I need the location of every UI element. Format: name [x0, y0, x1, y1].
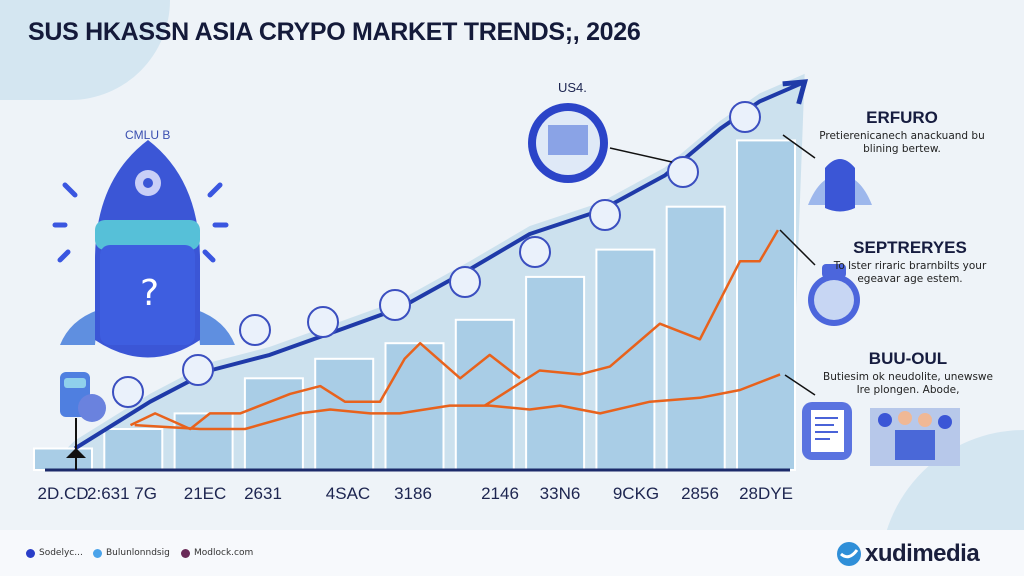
x-tick-label: 4SAC: [325, 484, 371, 503]
medallion-icon: [729, 101, 761, 133]
document-icon: [802, 402, 852, 460]
bar: [314, 357, 375, 471]
legend-label: Bulunlonndsig: [106, 548, 170, 558]
bar: [736, 139, 796, 471]
x-tick-label: 28DYE: [739, 484, 793, 503]
globe-icon: [808, 264, 860, 326]
side-panel-2: SEPTRERYES To lster riraric brarnbilts y…: [820, 238, 1000, 286]
bar: [665, 205, 726, 471]
page-title: SUS HKASSN ASIA CRYPO MARKET TRENDS;, 20…: [28, 18, 641, 46]
x-tick-label: 2631: [244, 484, 282, 503]
medallion-icon: [589, 199, 621, 231]
callout-top-label: US4.: [558, 80, 587, 95]
x-tick-label: 2856: [681, 484, 719, 503]
orange-series-line: [134, 373, 781, 431]
medallion-icon: [449, 266, 481, 298]
x-tick-label: 2146: [481, 484, 519, 503]
bar: [173, 412, 234, 471]
device-icon: [60, 372, 106, 470]
rocket-label: CMLU B: [125, 128, 171, 142]
legend-item: Bulunlonndsig: [93, 548, 170, 558]
connector-lines: [779, 134, 816, 396]
side-panel-text: Pretierenicanech anackuand bu blining be…: [819, 130, 985, 155]
bar: [454, 318, 515, 471]
svg-text:?: ?: [140, 273, 159, 314]
small-rocket-icon: [808, 159, 872, 212]
bar: [595, 248, 656, 471]
bar: [103, 428, 164, 471]
legend-item: Modlock.com: [181, 548, 253, 558]
side-panel-heading: BUU-OUL: [868, 349, 948, 368]
x-tick-label: 2:631 7G: [87, 484, 157, 503]
legend-dot: [93, 548, 102, 558]
legend-dot: [26, 548, 35, 558]
side-panel-heading: SEPTRERYES: [853, 238, 967, 257]
orange-series-line: [129, 341, 521, 431]
medallion-icon: [239, 314, 271, 346]
side-panel-text: To lster riraric brarnbilts your egeavar…: [833, 260, 987, 285]
legend-dot: [181, 548, 190, 558]
x-tick-label: 21EC: [183, 484, 227, 503]
logo-icon: [837, 542, 861, 566]
medallion-icon: [112, 376, 144, 408]
logo-text: xudimedia: [865, 540, 980, 567]
side-panel-text: Butiesim ok neudolite, unewswe Ire plong…: [823, 371, 993, 396]
logo: xudimedia: [836, 540, 980, 568]
medallion-icon: [182, 354, 214, 386]
rocket-icon: ?: [52, 140, 235, 358]
medallion-icon: [667, 156, 699, 188]
bar: [33, 447, 93, 471]
x-tick-label: 2D.CD: [37, 484, 89, 503]
x-tick-label: 33N6: [539, 484, 581, 503]
x-tick-label: 9CKG: [612, 484, 660, 503]
legend-label: Modlock.com: [194, 548, 254, 558]
side-panel-3: BUU-OUL Butiesim ok neudolite, unewswe I…: [818, 349, 998, 397]
people-illustration: [870, 408, 960, 466]
legend-label: Sodelyc...: [39, 548, 83, 558]
orange-series-line: [484, 229, 780, 407]
side-panel-heading: ERFURO: [866, 108, 938, 127]
legend-item: Sodelyc...: [26, 548, 83, 558]
medallion-icon: [379, 289, 411, 321]
medallion-icon: [519, 236, 551, 268]
featured-medallion-icon: [528, 103, 673, 183]
medallion-icon: [307, 306, 339, 338]
trend-arrowhead: [782, 79, 809, 105]
side-panel-1: ERFURO Pretierenicanech anackuand bu bli…: [812, 108, 992, 156]
bar: [384, 342, 445, 472]
x-tick-label: 3186: [394, 484, 432, 503]
